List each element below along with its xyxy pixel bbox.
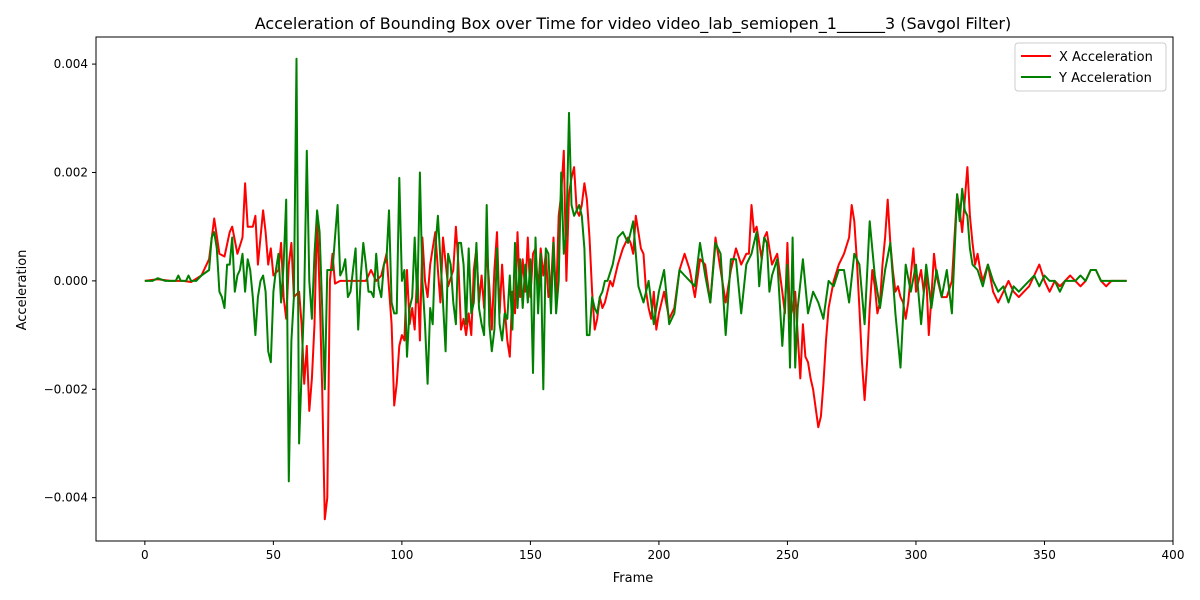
y-tick-label: −0.004 (44, 491, 88, 505)
x-tick-label: 250 (776, 548, 799, 562)
y-tick-label: −0.002 (44, 382, 88, 396)
legend: X Acceleration Y Acceleration (1014, 42, 1167, 92)
x-axis: 0 50 100 150 200 250 300 350 400 (141, 541, 1184, 562)
x-tick-label: 350 (1033, 548, 1056, 562)
legend-box (1014, 42, 1167, 92)
legend-label-x: X Acceleration (1059, 50, 1153, 65)
x-tick-label: 0 (141, 548, 149, 562)
x-tick-label: 200 (647, 548, 670, 562)
plot-frame (95, 36, 1174, 542)
series-layer (144, 57, 1127, 521)
x-tick-label: 50 (266, 548, 281, 562)
x-tick-label: 400 (1162, 548, 1185, 562)
y-tick-label: 0.002 (54, 165, 88, 179)
y-tick-label: 0.000 (54, 274, 88, 288)
x-tick-label: 300 (905, 548, 928, 562)
y-axis-label: Acceleration (15, 250, 30, 331)
x-axis-label: Frame (613, 571, 654, 586)
chart-title: Acceleration of Bounding Box over Time f… (255, 14, 1011, 34)
x-tick-label: 100 (390, 548, 413, 562)
legend-label-y: Y Acceleration (1058, 71, 1152, 86)
x-tick-label: 150 (519, 548, 542, 562)
series-y-acceleration-line (144, 57, 1127, 483)
y-axis: −0.004 −0.002 0.000 0.002 0.004 (44, 57, 96, 505)
y-tick-label: 0.004 (54, 57, 88, 71)
